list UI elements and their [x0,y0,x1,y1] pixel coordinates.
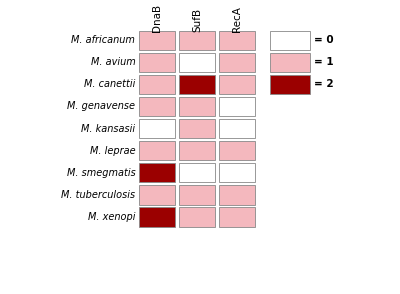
FancyBboxPatch shape [140,31,175,50]
FancyBboxPatch shape [140,185,175,205]
FancyBboxPatch shape [179,163,215,183]
FancyBboxPatch shape [219,97,255,116]
Text: M. avium: M. avium [90,57,135,67]
Text: RecA: RecA [232,6,242,32]
Text: M. kansasii: M. kansasii [81,123,135,133]
Text: M. canettii: M. canettii [84,79,135,89]
FancyBboxPatch shape [219,163,255,183]
FancyBboxPatch shape [140,53,175,72]
FancyBboxPatch shape [179,31,215,50]
Text: M. tuberculosis: M. tuberculosis [61,190,135,200]
Text: M. smegmatis: M. smegmatis [66,168,135,178]
FancyBboxPatch shape [219,75,255,94]
FancyBboxPatch shape [219,53,255,72]
FancyBboxPatch shape [140,75,175,94]
Text: M. africanum: M. africanum [72,35,135,45]
Text: M. leprae: M. leprae [90,146,135,156]
Text: = 2: = 2 [314,79,333,89]
FancyBboxPatch shape [179,141,215,161]
Text: M. genavense: M. genavense [67,101,135,111]
FancyBboxPatch shape [270,53,310,72]
FancyBboxPatch shape [219,31,255,50]
FancyBboxPatch shape [179,118,215,138]
FancyBboxPatch shape [219,185,255,205]
FancyBboxPatch shape [219,118,255,138]
Text: M. xenopi: M. xenopi [88,212,135,222]
FancyBboxPatch shape [270,75,310,94]
Text: = 1: = 1 [314,57,333,67]
FancyBboxPatch shape [140,163,175,183]
FancyBboxPatch shape [179,75,215,94]
FancyBboxPatch shape [140,207,175,227]
Text: DnaB: DnaB [152,4,162,32]
FancyBboxPatch shape [219,207,255,227]
Text: SufB: SufB [192,8,202,32]
FancyBboxPatch shape [179,207,215,227]
FancyBboxPatch shape [179,97,215,116]
Text: = 0: = 0 [314,35,333,45]
FancyBboxPatch shape [140,97,175,116]
FancyBboxPatch shape [219,141,255,161]
FancyBboxPatch shape [140,118,175,138]
FancyBboxPatch shape [270,31,310,50]
FancyBboxPatch shape [140,141,175,161]
FancyBboxPatch shape [179,185,215,205]
FancyBboxPatch shape [179,53,215,72]
